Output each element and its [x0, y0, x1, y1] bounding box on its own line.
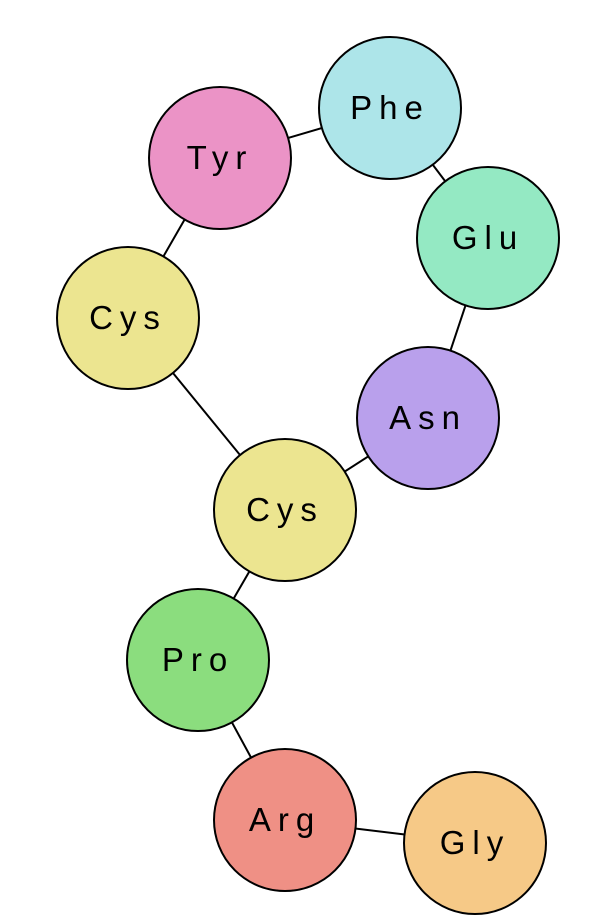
node-label-glu: Glu [452, 219, 524, 257]
node-label-cys2: Cys [246, 491, 324, 529]
node-label-arg: Arg [249, 801, 321, 839]
node-label-phe: Phe [350, 89, 430, 127]
node-asn: Asn [356, 346, 500, 490]
node-cys1: Cys [56, 246, 200, 390]
peptide-diagram: Phe Tyr Glu Cys Asn Cys Pro Arg Gly [0, 0, 600, 923]
node-cys2: Cys [213, 438, 357, 582]
node-glu: Glu [416, 166, 560, 310]
node-arg: Arg [213, 748, 357, 892]
node-phe: Phe [318, 36, 462, 180]
node-pro: Pro [126, 588, 270, 732]
node-gly: Gly [403, 771, 547, 915]
node-label-tyr: Tyr [187, 139, 254, 177]
node-label-asn: Asn [389, 399, 467, 437]
node-label-pro: Pro [162, 641, 234, 679]
node-label-cys1: Cys [89, 299, 167, 337]
node-label-gly: Gly [440, 824, 511, 862]
node-tyr: Tyr [148, 86, 292, 230]
